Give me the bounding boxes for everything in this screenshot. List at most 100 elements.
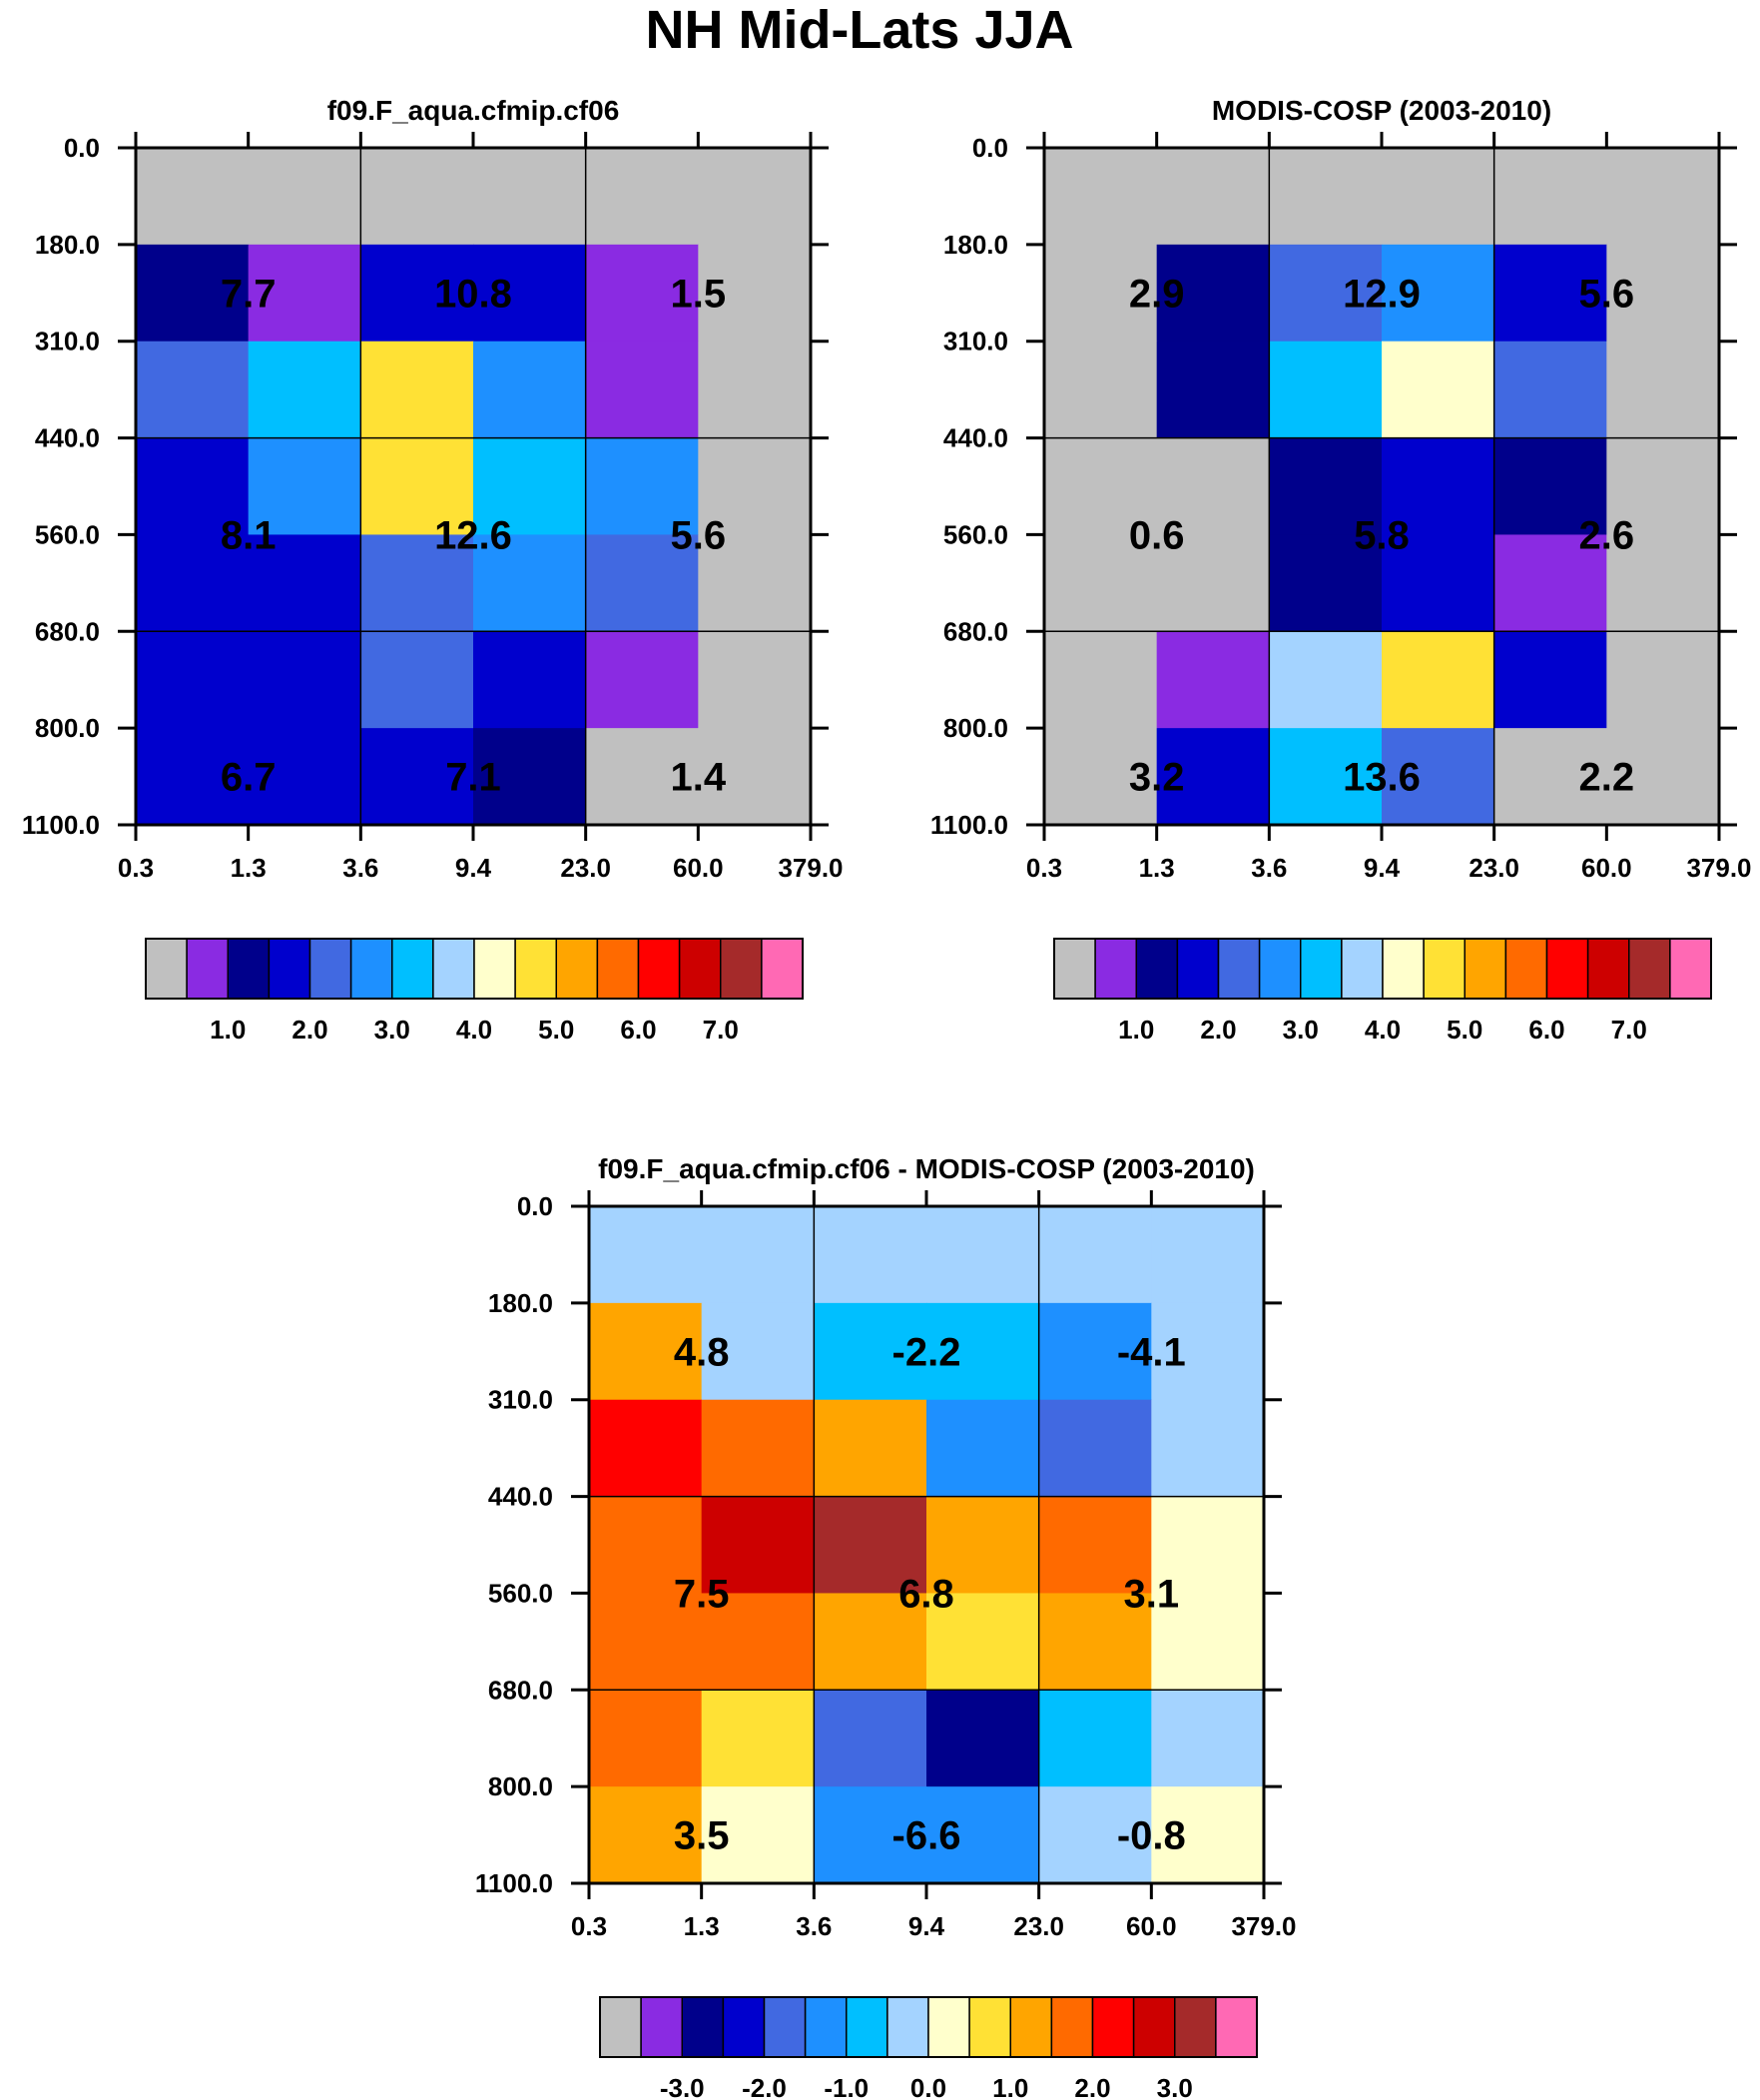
colorbar-box (1176, 938, 1220, 1000)
heatmap-cell (814, 1302, 927, 1401)
heatmap-cell (1156, 244, 1270, 343)
heatmap-cell (701, 1496, 815, 1595)
heatmap-cell (360, 244, 474, 343)
colorbar-box (886, 1996, 929, 2058)
heatmap-cell (473, 534, 587, 632)
x-tick-label: 9.4 (908, 1911, 945, 1941)
heatmap-cell (1269, 244, 1383, 343)
heatmap-cell (248, 728, 361, 826)
colorbar-box (763, 1996, 807, 2058)
heatmap-cell (1382, 437, 1495, 536)
block-value-label: 1.5 (671, 272, 727, 316)
heatmap-cell (1606, 341, 1720, 439)
panel-title: f09.F_aqua.cfmip.cf06 (327, 95, 620, 126)
heatmap-cell (926, 1302, 1040, 1401)
y-tick-label: 440.0 (35, 423, 100, 453)
x-tick-label: 23.0 (1468, 853, 1519, 883)
colorbar-box (1628, 938, 1671, 1000)
colorbar-box (227, 938, 271, 1000)
heatmap-cell (926, 1496, 1040, 1595)
x-tick-label: 60.0 (1581, 853, 1632, 883)
heatmap-cell (473, 631, 587, 729)
y-tick-label: 680.0 (943, 616, 1008, 646)
colorbar-box (555, 938, 599, 1000)
heatmap-cell (701, 1399, 815, 1498)
heatmap-cell (1151, 1786, 1265, 1884)
heatmap-cell (926, 1399, 1040, 1498)
heatmap-cell (136, 437, 250, 536)
heatmap-cell (1606, 148, 1720, 246)
panel-title: MODIS-COSP (2003-2010) (1212, 95, 1551, 126)
block-value-label: 6.7 (221, 756, 277, 800)
colorbar-box (514, 938, 557, 1000)
colorbar-box (596, 938, 640, 1000)
heatmap-cell (1269, 148, 1383, 246)
heatmap-cell (701, 1690, 815, 1787)
heatmap-cell (701, 1593, 815, 1691)
heatmap-cell (1044, 244, 1158, 343)
heatmap-cell (248, 341, 361, 439)
heatmap-cell (698, 148, 812, 246)
block-value-label: 3.2 (1129, 756, 1185, 800)
block-value-label: -4.1 (1117, 1330, 1186, 1374)
y-tick-label: 560.0 (488, 1578, 553, 1608)
colorbar-box (761, 938, 804, 1000)
heatmap-cell (1269, 437, 1383, 536)
heatmap-cell (1151, 1302, 1265, 1401)
y-tick-label: 800.0 (943, 713, 1008, 743)
block-value-label: 1.4 (671, 756, 727, 800)
heatmap-cell (698, 437, 812, 536)
y-tick-label: 180.0 (35, 230, 100, 260)
heatmap-cell (1606, 437, 1720, 536)
heatmap-cell (698, 631, 812, 729)
colorbar-label: 2.0 (1200, 1015, 1236, 1045)
x-tick-label: 1.3 (1139, 853, 1175, 883)
block-value-label: 0.6 (1129, 513, 1185, 557)
colorbar-label: 1.0 (1118, 1015, 1154, 1045)
heatmap-cell (1038, 1786, 1152, 1884)
y-tick-label: 440.0 (488, 1482, 553, 1512)
y-tick-label: 440.0 (943, 423, 1008, 453)
heatmap-cell (1269, 341, 1383, 439)
colorbar-box (1009, 1996, 1053, 2058)
heatmap-cell (814, 1496, 927, 1595)
block-value-label: 6.8 (898, 1572, 954, 1616)
heatmap-cell (1044, 631, 1158, 729)
heatmap-cell (814, 1206, 927, 1304)
colorbar-box (968, 1996, 1011, 2058)
colorbar-frame (1053, 938, 1712, 1000)
block-value-label: 3.1 (1124, 1572, 1180, 1616)
heatmap-cell (360, 534, 474, 632)
heatmap-cell (701, 1302, 815, 1401)
block-value-label: 4.8 (674, 1330, 730, 1374)
heatmap-cell (698, 341, 812, 439)
figure-title: NH Mid-Lats JJA (645, 0, 1073, 60)
colorbar-label: 7.0 (1611, 1015, 1647, 1045)
heatmap-cell (136, 148, 250, 246)
heatmap-cell (589, 1690, 703, 1787)
colorbar-label: -3.0 (660, 2073, 705, 2100)
heatmap-cell (589, 1786, 703, 1884)
heatmap-cell (248, 534, 361, 632)
heatmap-cell (1606, 728, 1720, 826)
y-tick-label: 1100.0 (22, 810, 100, 840)
y-tick-label: 180.0 (943, 230, 1008, 260)
heatmap-cell (1038, 1206, 1152, 1304)
colorbar-label: -1.0 (824, 2073, 869, 2100)
block-value-label: 7.5 (674, 1572, 730, 1616)
heatmap-cell (589, 1496, 703, 1595)
heatmap-cell (136, 631, 250, 729)
block-value-label: 3.5 (674, 1814, 730, 1858)
heatmap-cell (1493, 244, 1607, 343)
colorbar-box (1053, 938, 1096, 1000)
colorbar-label: 4.0 (456, 1015, 492, 1045)
heatmap-cell (1269, 631, 1383, 729)
heatmap-cell (1044, 534, 1158, 632)
heatmap-cell (814, 1786, 927, 1884)
colorbar-frame (599, 1996, 1258, 2058)
heatmap-cell (1382, 341, 1495, 439)
colorbar-box (846, 1996, 888, 2058)
y-tick-label: 310.0 (488, 1385, 553, 1415)
heatmap-cell (1151, 1593, 1265, 1691)
heatmap-cell (589, 1302, 703, 1401)
